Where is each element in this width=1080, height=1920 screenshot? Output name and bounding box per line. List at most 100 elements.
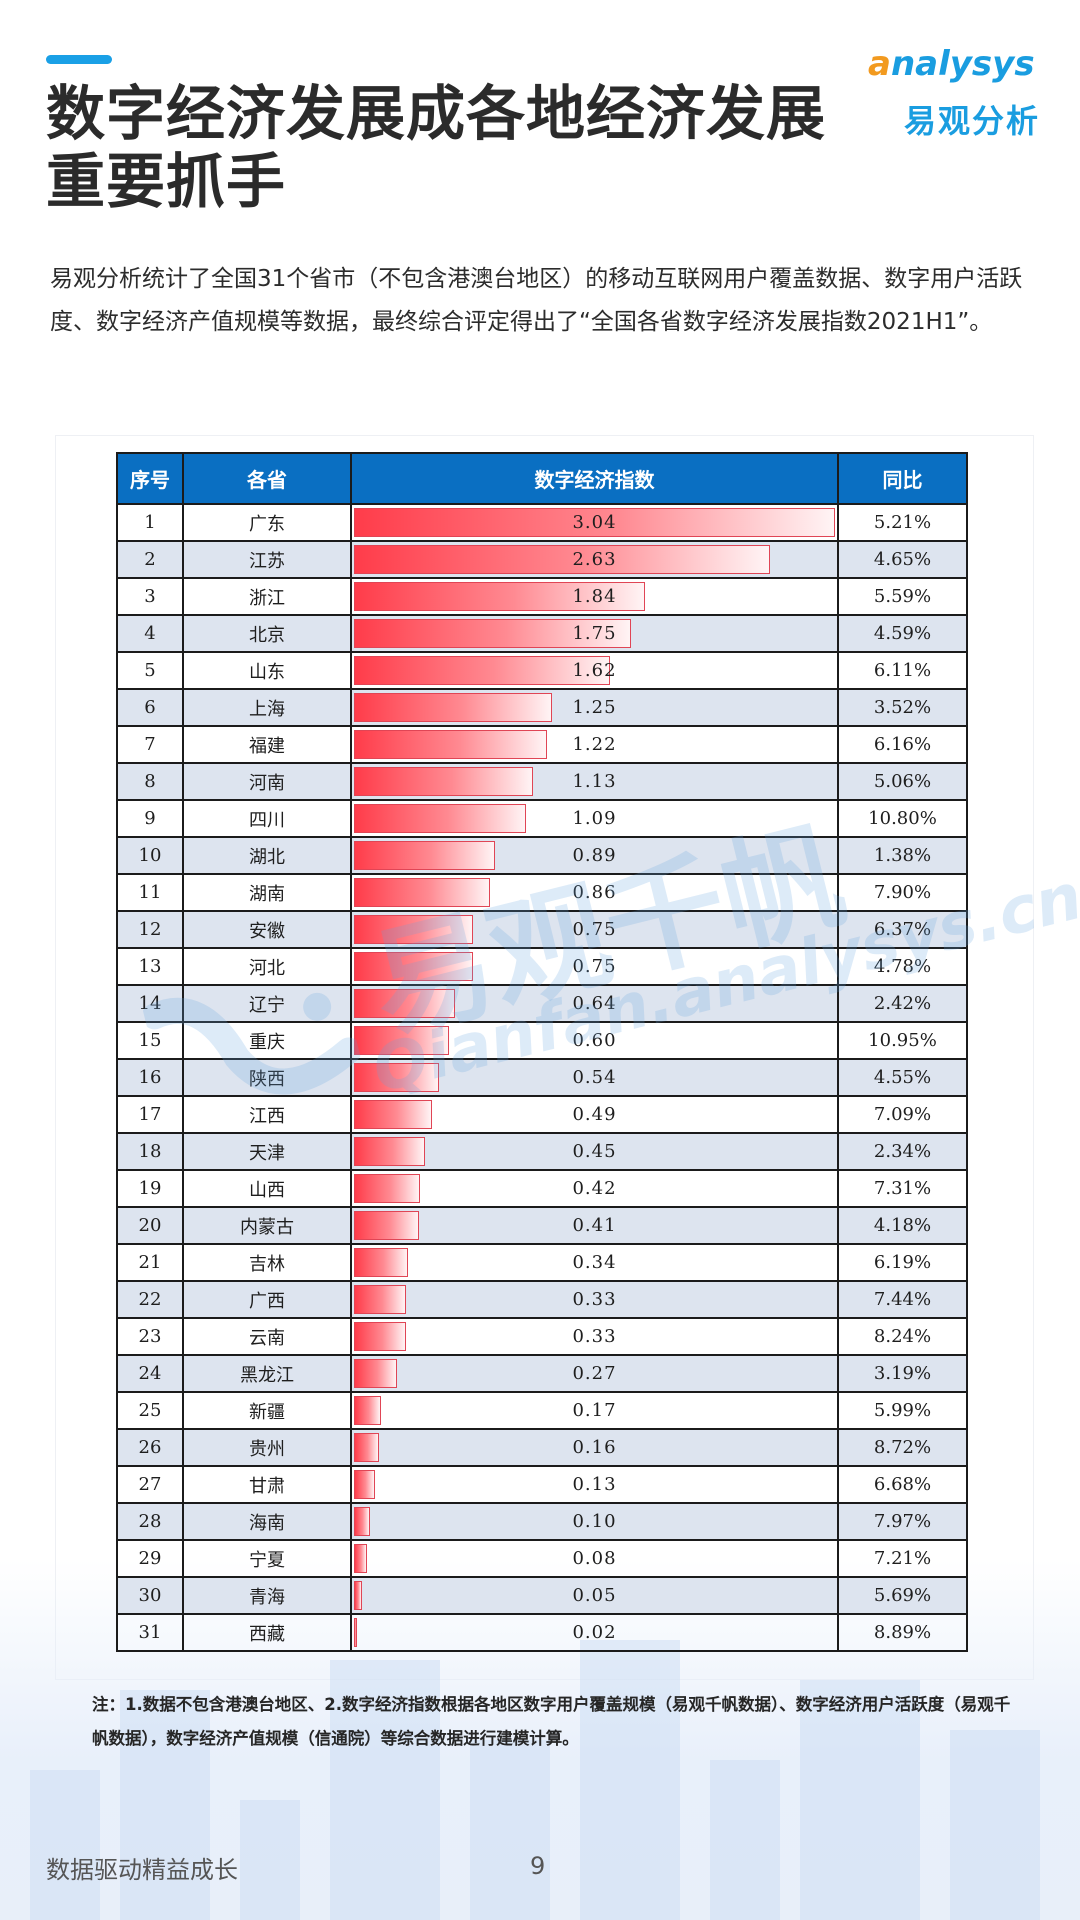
index-value: 0.08 [572, 1548, 617, 1569]
province-cell: 内蒙古 [182, 1206, 352, 1245]
index-bar [354, 1285, 406, 1314]
rank-cell: 11 [116, 873, 184, 912]
rank-cell: 31 [116, 1613, 184, 1652]
yoy-cell: 8.72% [837, 1428, 968, 1467]
table-row: 25 新疆 0.17 5.99% [116, 1391, 968, 1430]
index-bar [354, 1618, 357, 1647]
table-row: 6 上海 1.25 3.52% [116, 688, 968, 727]
yoy-cell: 7.21% [837, 1539, 968, 1578]
yoy-cell: 1.38% [837, 836, 968, 875]
table-row: 10 湖北 0.89 1.38% [116, 836, 968, 875]
index-bar [354, 1322, 406, 1351]
index-value: 0.75 [572, 919, 617, 940]
table-row: 3 浙江 1.84 5.59% [116, 577, 968, 616]
index-cell: 0.41 [350, 1206, 839, 1245]
yoy-cell: 2.42% [837, 984, 968, 1023]
index-bar [354, 656, 610, 685]
index-bar [354, 952, 473, 981]
logo-chinese: 易观分析 [904, 102, 1041, 140]
province-cell: 浙江 [182, 577, 352, 616]
index-cell: 0.33 [350, 1317, 839, 1356]
index-value: 2.63 [572, 549, 617, 570]
index-value: 0.02 [572, 1622, 617, 1643]
rank-cell: 30 [116, 1576, 184, 1615]
page-number: 9 [530, 1852, 546, 1880]
index-cell: 1.22 [350, 725, 839, 764]
index-bar [354, 1470, 375, 1499]
index-cell: 2.63 [350, 540, 839, 579]
index-value: 1.13 [572, 771, 617, 792]
province-cell: 江西 [182, 1095, 352, 1134]
page-title-line-1: 数字经济发展成各地经济发展 [46, 79, 827, 148]
province-cell: 河南 [182, 762, 352, 801]
table-header-row: 序号 各省 数字经济指数 同比 [116, 452, 968, 505]
index-bar [354, 1396, 381, 1425]
table-row: 31 西藏 0.02 8.89% [116, 1613, 968, 1652]
logo-letter-a: a [868, 44, 891, 84]
rank-cell: 4 [116, 614, 184, 653]
index-cell: 0.45 [350, 1132, 839, 1171]
index-bar [354, 1544, 367, 1573]
page-title: 数字经济发展成各地经济发展 重要抓手 [46, 80, 866, 216]
rank-cell: 2 [116, 540, 184, 579]
index-value: 0.05 [572, 1585, 617, 1606]
index-cell: 1.25 [350, 688, 839, 727]
province-cell: 重庆 [182, 1021, 352, 1060]
index-value: 0.86 [572, 882, 617, 903]
index-value: 0.34 [572, 1252, 617, 1273]
rank-cell: 12 [116, 910, 184, 949]
yoy-cell: 3.19% [837, 1354, 968, 1393]
province-cell: 甘肃 [182, 1465, 352, 1504]
yoy-cell: 5.69% [837, 1576, 968, 1615]
index-bar [354, 915, 473, 944]
index-bar [354, 545, 770, 574]
index-cell: 0.42 [350, 1169, 839, 1208]
table-row: 14 辽宁 0.64 2.42% [116, 984, 968, 1023]
index-value: 1.84 [572, 586, 617, 607]
yoy-cell: 6.16% [837, 725, 968, 764]
page-title-line-2: 重要抓手 [46, 147, 287, 216]
province-cell: 山东 [182, 651, 352, 690]
index-cell: 0.17 [350, 1391, 839, 1430]
yoy-cell: 5.21% [837, 503, 968, 542]
table-row: 29 宁夏 0.08 7.21% [116, 1539, 968, 1578]
yoy-cell: 4.59% [837, 614, 968, 653]
rank-cell: 22 [116, 1280, 184, 1319]
index-cell: 1.62 [350, 651, 839, 690]
province-cell: 辽宁 [182, 984, 352, 1023]
footnote: 注：1.数据不包含港澳台地区、2.数字经济指数根据各地区数字用户覆盖规模（易观千… [92, 1695, 1011, 1748]
rank-cell: 29 [116, 1539, 184, 1578]
index-cell: 1.13 [350, 762, 839, 801]
index-bar [354, 804, 526, 833]
province-cell: 青海 [182, 1576, 352, 1615]
table-row: 27 甘肃 0.13 6.68% [116, 1465, 968, 1504]
yoy-cell: 4.55% [837, 1058, 968, 1097]
table-row: 13 河北 0.75 4.78% [116, 947, 968, 986]
table-row: 24 黑龙江 0.27 3.19% [116, 1354, 968, 1393]
index-bar [354, 1174, 420, 1203]
index-cell: 0.75 [350, 947, 839, 986]
index-bar [354, 878, 490, 907]
table-row: 16 陕西 0.54 4.55% [116, 1058, 968, 1097]
rank-cell: 13 [116, 947, 184, 986]
yoy-cell: 7.09% [837, 1095, 968, 1134]
rank-cell: 24 [116, 1354, 184, 1393]
index-cell: 0.64 [350, 984, 839, 1023]
province-cell: 广东 [182, 503, 352, 542]
index-bar [354, 1026, 449, 1055]
yoy-cell: 7.31% [837, 1169, 968, 1208]
index-cell: 0.08 [350, 1539, 839, 1578]
yoy-cell: 5.06% [837, 762, 968, 801]
table-row: 12 安徽 0.75 6.37% [116, 910, 968, 949]
rank-cell: 14 [116, 984, 184, 1023]
index-value: 0.60 [572, 1030, 617, 1051]
index-bar [354, 1248, 408, 1277]
index-bar [354, 1211, 419, 1240]
index-bar [354, 767, 533, 796]
index-cell: 0.60 [350, 1021, 839, 1060]
province-cell: 福建 [182, 725, 352, 764]
table-row: 21 吉林 0.34 6.19% [116, 1243, 968, 1282]
index-cell: 0.75 [350, 910, 839, 949]
table-row: 26 贵州 0.16 8.72% [116, 1428, 968, 1467]
rank-cell: 27 [116, 1465, 184, 1504]
